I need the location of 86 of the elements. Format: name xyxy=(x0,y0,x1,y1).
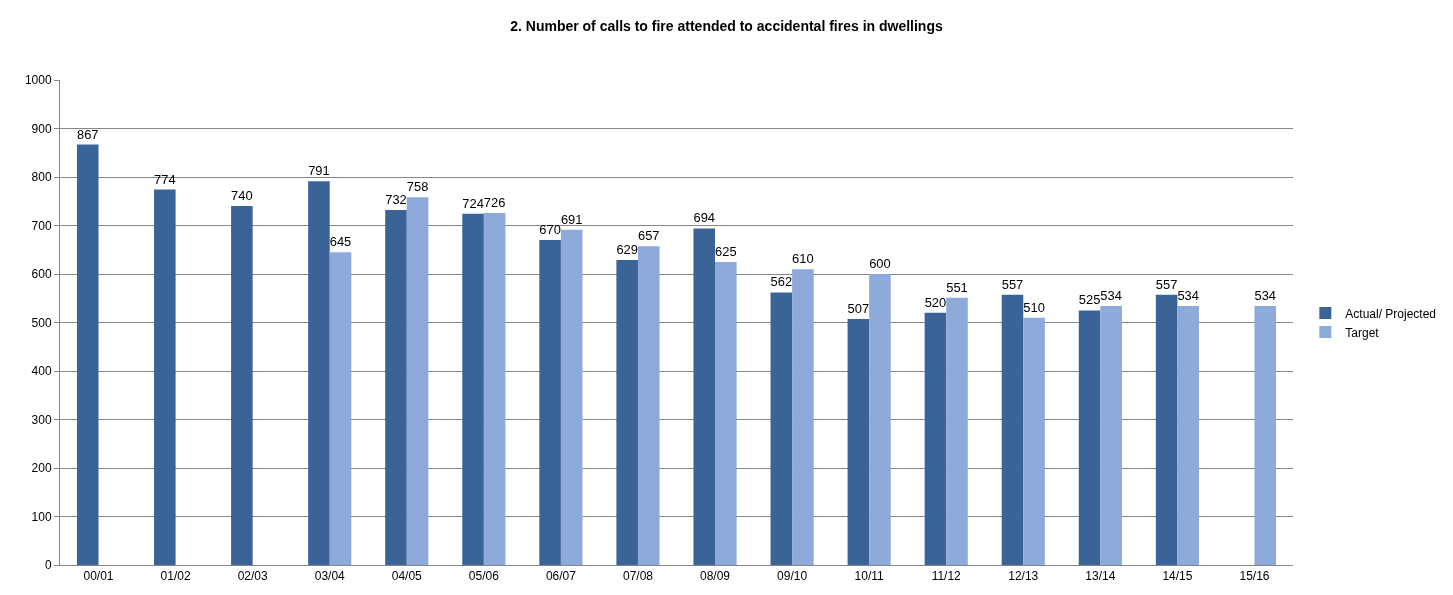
x-tick-label: 12/13 xyxy=(1008,569,1039,584)
legend-label: Target xyxy=(1345,325,1380,340)
data-label: 534 xyxy=(1177,288,1199,304)
bar xyxy=(385,209,407,565)
data-label: 551 xyxy=(946,279,968,295)
data-label: 520 xyxy=(924,294,947,310)
data-label: 867 xyxy=(76,126,99,142)
bar xyxy=(847,319,870,565)
x-tick-label: 02/03 xyxy=(237,569,268,584)
bar xyxy=(1254,306,1277,565)
bar xyxy=(616,259,638,565)
bar xyxy=(869,274,891,565)
bar xyxy=(715,261,737,565)
bar xyxy=(539,240,561,565)
y-tick-label: 1000 xyxy=(24,73,52,88)
bar xyxy=(462,213,484,565)
data-label: 758 xyxy=(406,179,429,195)
data-label: 507 xyxy=(847,301,870,317)
bar xyxy=(483,212,506,565)
data-label: 774 xyxy=(154,171,176,187)
y-tick-label: 0 xyxy=(44,558,52,573)
x-tick-label: 10/11 xyxy=(854,569,885,584)
y-tick-label: 600 xyxy=(31,267,52,282)
x-tick-label: 14/15 xyxy=(1162,569,1193,584)
bar xyxy=(329,252,352,565)
chart-title: 2. Number of calls to fire attended to accidental fires in dwellings xyxy=(510,17,943,34)
x-tick-label: 09/10 xyxy=(777,569,808,584)
data-label: 557 xyxy=(1001,276,1024,292)
data-label: 600 xyxy=(869,256,891,272)
x-tick-label: 13/14 xyxy=(1085,569,1116,584)
legend-label: Actual/ Projected xyxy=(1345,306,1437,321)
bar xyxy=(946,297,968,565)
data-label: 691 xyxy=(560,211,583,227)
data-label: 534 xyxy=(1254,288,1277,304)
y-tick-label: 200 xyxy=(31,461,52,476)
bar xyxy=(406,197,429,565)
x-tick-label: 08/09 xyxy=(700,569,731,584)
data-label: 525 xyxy=(1078,292,1101,308)
bar xyxy=(231,206,253,565)
x-tick-label: 06/07 xyxy=(545,569,577,584)
y-tick-label: 800 xyxy=(31,170,52,185)
bar xyxy=(1023,317,1045,565)
bar xyxy=(1177,306,1199,565)
data-label: 629 xyxy=(616,241,638,257)
bar xyxy=(924,312,947,565)
bar xyxy=(770,292,793,565)
bar xyxy=(792,269,814,565)
data-label: 645 xyxy=(329,234,352,250)
bar xyxy=(1078,310,1101,565)
data-label: 791 xyxy=(308,163,330,179)
data-label: 694 xyxy=(693,210,716,226)
data-label: 562 xyxy=(770,274,793,290)
y-tick-label: 700 xyxy=(31,218,52,233)
x-tick-label: 01/02 xyxy=(160,569,191,584)
x-tick-label: 05/06 xyxy=(468,569,500,584)
data-label: 625 xyxy=(715,243,737,259)
bar xyxy=(1001,294,1024,565)
data-label: 557 xyxy=(1155,276,1178,292)
data-label: 732 xyxy=(385,192,407,207)
x-tick-label: 07/08 xyxy=(622,569,654,584)
bar xyxy=(76,144,99,565)
bar xyxy=(308,181,330,565)
y-tick-label: 100 xyxy=(31,509,52,524)
x-tick-label: 04/05 xyxy=(391,569,423,584)
x-tick-label: 00/01 xyxy=(83,569,114,584)
y-tick-label: 400 xyxy=(31,364,52,379)
y-tick-label: 300 xyxy=(31,412,52,427)
data-label: 724 xyxy=(462,195,484,211)
data-label: 740 xyxy=(231,188,253,204)
bar xyxy=(1155,294,1178,565)
data-label: 510 xyxy=(1023,299,1045,315)
data-label: 610 xyxy=(792,251,814,267)
y-tick-label: 500 xyxy=(31,315,52,330)
bar xyxy=(154,189,176,565)
x-tick-label: 03/04 xyxy=(314,569,346,584)
data-label: 726 xyxy=(483,194,506,210)
x-tick-label: 11/12 xyxy=(931,569,962,584)
y-tick-label: 900 xyxy=(31,121,52,136)
bar xyxy=(560,229,583,565)
bar xyxy=(637,246,660,565)
data-label: 657 xyxy=(637,228,660,244)
x-tick-label: 15/16 xyxy=(1239,569,1270,584)
bar xyxy=(1100,306,1122,565)
data-label: 534 xyxy=(1100,288,1122,304)
data-label: 670 xyxy=(539,222,561,238)
bar xyxy=(693,228,716,565)
